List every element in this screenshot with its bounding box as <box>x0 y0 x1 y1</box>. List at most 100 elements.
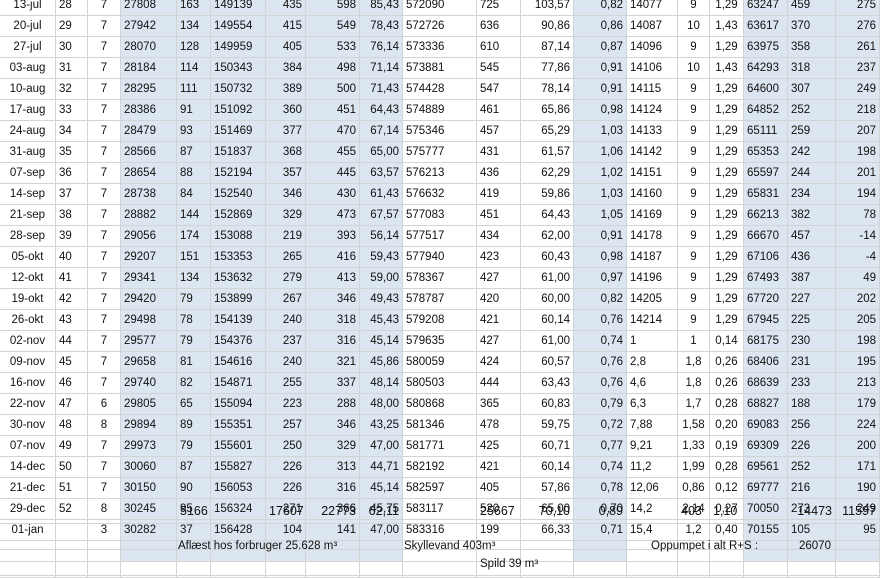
table-cell[interactable]: 9 <box>678 268 710 289</box>
table-cell[interactable]: 578367 <box>403 268 477 289</box>
table-cell[interactable]: 156324 <box>211 499 266 520</box>
table-cell[interactable]: 14205 <box>627 289 678 310</box>
table-cell[interactable]: 7 <box>88 184 121 205</box>
table-cell[interactable]: 128 <box>177 37 211 58</box>
table-cell[interactable]: 65,86 <box>521 100 574 121</box>
table-cell[interactable]: 14096 <box>627 37 678 58</box>
table-cell[interactable]: 7 <box>88 58 121 79</box>
table-cell[interactable]: 582192 <box>403 457 477 478</box>
table-cell[interactable]: 598 <box>306 0 360 16</box>
table-cell[interactable]: 0,76 <box>574 310 627 331</box>
totals-cell[interactable]: 25667 <box>477 498 521 524</box>
table-cell[interactable]: 154376 <box>211 331 266 352</box>
table-cell[interactable]: 14-sep <box>0 184 56 205</box>
table-cell[interactable]: 7 <box>88 121 121 142</box>
table-cell[interactable]: 368 <box>266 142 306 163</box>
table-cell[interactable]: 28 <box>56 0 88 16</box>
table-cell[interactable]: 7 <box>88 478 121 499</box>
table-cell[interactable]: 360 <box>266 100 306 121</box>
table-cell[interactable]: 188 <box>788 394 836 415</box>
table-cell[interactable]: 64852 <box>744 100 788 121</box>
table-cell[interactable]: 48 <box>56 415 88 436</box>
table-cell[interactable]: 198 <box>836 331 880 352</box>
table-cell[interactable]: 1,8 <box>678 373 710 394</box>
table-cell[interactable]: 45,43 <box>360 310 403 331</box>
table-cell[interactable]: 365 <box>477 394 521 415</box>
table-cell[interactable]: 153088 <box>211 226 266 247</box>
table-cell[interactable]: 29 <box>56 16 88 37</box>
table-cell[interactable]: 68639 <box>744 373 788 394</box>
totals-cell[interactable] <box>88 498 121 524</box>
table-cell[interactable]: 155351 <box>211 415 266 436</box>
table-cell[interactable]: 9 <box>678 100 710 121</box>
table-cell[interactable]: 35 <box>56 142 88 163</box>
table-cell[interactable]: 65 <box>177 394 211 415</box>
table-cell[interactable]: 424 <box>477 352 521 373</box>
table-cell[interactable]: 61,00 <box>521 331 574 352</box>
table-cell[interactable]: 0,87 <box>574 37 627 58</box>
table-cell[interactable]: 244 <box>788 163 836 184</box>
table-cell[interactable]: 7 <box>88 142 121 163</box>
table-cell[interactable]: 66670 <box>744 226 788 247</box>
table-cell[interactable]: 581346 <box>403 415 477 436</box>
empty-cell[interactable] <box>477 524 521 550</box>
table-cell[interactable]: 0,19 <box>710 436 744 457</box>
empty-cell[interactable] <box>403 524 477 550</box>
table-cell[interactable]: 41 <box>56 268 88 289</box>
table-cell[interactable]: 12-okt <box>0 268 56 289</box>
table-cell[interactable]: 576213 <box>403 163 477 184</box>
table-cell[interactable]: 225 <box>788 310 836 331</box>
table-cell[interactable]: 63975 <box>744 37 788 58</box>
table-cell[interactable]: 478 <box>477 415 521 436</box>
table-cell[interactable]: 14-dec <box>0 457 56 478</box>
table-cell[interactable]: 33 <box>56 100 88 121</box>
totals-cell[interactable]: 14473 <box>788 498 836 524</box>
table-cell[interactable]: 39 <box>56 226 88 247</box>
totals-cell[interactable] <box>744 498 788 524</box>
table-cell[interactable]: 451 <box>306 100 360 121</box>
table-cell[interactable]: 205 <box>836 310 880 331</box>
table-cell[interactable]: 90,86 <box>521 16 574 37</box>
table-cell[interactable]: 63247 <box>744 0 788 16</box>
table-cell[interactable]: 0,71 <box>574 520 627 541</box>
table-cell[interactable]: 29658 <box>121 352 177 373</box>
table-cell[interactable]: 276 <box>836 16 880 37</box>
table-cell[interactable]: 20-jul <box>0 16 56 37</box>
table-cell[interactable]: 149959 <box>211 37 266 58</box>
table-cell[interactable]: 63,57 <box>360 163 403 184</box>
table-cell[interactable]: 31-aug <box>0 142 56 163</box>
table-cell[interactable]: 436 <box>788 247 836 268</box>
table-cell[interactable]: 0,26 <box>710 352 744 373</box>
table-cell[interactable]: 37 <box>56 184 88 205</box>
table-cell[interactable]: 572090 <box>403 0 477 16</box>
table-cell[interactable]: 7 <box>88 79 121 100</box>
table-cell[interactable]: 90 <box>177 478 211 499</box>
table-cell[interactable]: 234 <box>788 184 836 205</box>
table-cell[interactable]: 198 <box>836 142 880 163</box>
table-cell[interactable]: 82 <box>177 373 211 394</box>
table-cell[interactable]: 30150 <box>121 478 177 499</box>
table-cell[interactable]: 435 <box>266 0 306 16</box>
table-cell[interactable]: 1,29 <box>710 0 744 16</box>
table-cell[interactable]: 02-nov <box>0 331 56 352</box>
table-cell[interactable]: 10 <box>678 16 710 37</box>
table-cell[interactable]: 0,97 <box>574 268 627 289</box>
empty-cell[interactable] <box>360 550 403 576</box>
table-cell[interactable]: 29805 <box>121 394 177 415</box>
table-cell[interactable]: 318 <box>306 310 360 331</box>
table-cell[interactable]: 29973 <box>121 436 177 457</box>
empty-cell[interactable] <box>211 550 266 576</box>
table-cell[interactable]: 19-okt <box>0 289 56 310</box>
table-cell[interactable]: 279 <box>266 268 306 289</box>
empty-cell[interactable] <box>574 524 627 550</box>
table-cell[interactable]: 387 <box>788 268 836 289</box>
table-cell[interactable]: 29498 <box>121 310 177 331</box>
totals-cell[interactable]: 22773 <box>306 498 360 524</box>
table-cell[interactable]: 9,21 <box>627 436 678 457</box>
table-cell[interactable]: 88 <box>177 163 211 184</box>
table-cell[interactable]: 68827 <box>744 394 788 415</box>
table-cell[interactable]: 580059 <box>403 352 477 373</box>
totals-cell[interactable]: 11597 <box>836 498 880 524</box>
table-cell[interactable]: 1,8 <box>678 352 710 373</box>
table-cell[interactable]: 573881 <box>403 58 477 79</box>
